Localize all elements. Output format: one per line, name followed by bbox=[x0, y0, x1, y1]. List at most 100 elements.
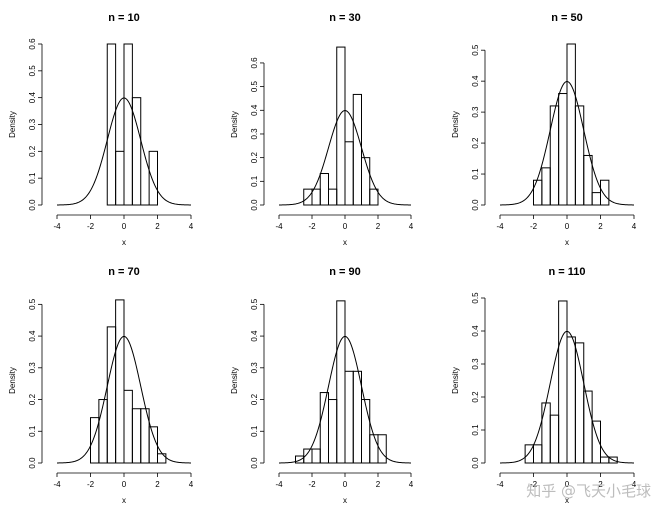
histogram-bar bbox=[566, 43, 576, 206]
x-tick-label: 4 bbox=[632, 480, 637, 489]
x-tick-label: -4 bbox=[53, 222, 61, 231]
y-tick-label: 0.5 bbox=[471, 292, 480, 304]
y-tick-label: 0.6 bbox=[250, 57, 259, 69]
histogram-bar bbox=[131, 97, 142, 206]
histogram-panel-2: n = 30 -4 -2 0 2 4 x 0.0 0.1 0.2 0.3 0.4 0.5 0.6 Densi… bbox=[230, 12, 414, 247]
y-tick-label: 0.1 bbox=[28, 172, 37, 184]
histogram-bar bbox=[558, 93, 568, 206]
panel-title: n = 10 bbox=[108, 12, 140, 24]
normal-density-curve bbox=[499, 330, 635, 464]
histogram-bar bbox=[541, 402, 551, 464]
x-tick-label: 0 bbox=[122, 480, 127, 489]
y-axis-label: Density bbox=[451, 367, 460, 394]
histogram-bar bbox=[295, 455, 305, 464]
histogram-panel-1: n = 10 -4 -2 0 2 4 x 0.0 0.1 0.2 0.3 0.4 0.5 0.6 Densi… bbox=[8, 12, 194, 247]
histogram-bar bbox=[583, 154, 593, 206]
y-tick-label: 0.4 bbox=[471, 325, 480, 337]
histogram-bar bbox=[533, 179, 543, 206]
histogram-bar bbox=[352, 370, 362, 464]
y-tick-label: 0.1 bbox=[250, 175, 259, 187]
x-axis-label: x bbox=[565, 238, 569, 247]
x-tick-label: -4 bbox=[496, 222, 504, 231]
x-tick-label: 0 bbox=[343, 480, 348, 489]
histogram-bar bbox=[591, 192, 601, 206]
x-tick-label: 2 bbox=[155, 480, 160, 489]
histogram-bar bbox=[608, 456, 618, 464]
histogram-bar bbox=[574, 105, 585, 206]
histogram-bar bbox=[98, 399, 108, 464]
y-tick-label: 0.4 bbox=[250, 330, 259, 342]
histogram-bar bbox=[369, 434, 379, 464]
y-tick-label: 0.0 bbox=[28, 457, 37, 469]
y-tick-label: 0.2 bbox=[250, 152, 259, 164]
y-axis-label: Density bbox=[451, 111, 460, 138]
normal-density-curve bbox=[499, 80, 635, 206]
histogram-bar bbox=[106, 326, 117, 464]
x-axis-label: x bbox=[122, 238, 126, 247]
y-tick-label: 0.1 bbox=[250, 425, 259, 437]
histogram-bar bbox=[123, 43, 133, 206]
y-tick-label: 0.2 bbox=[471, 137, 480, 149]
x-tick-label: 0 bbox=[343, 222, 348, 231]
x-tick-label: 4 bbox=[409, 222, 414, 231]
x-axis-label: x bbox=[343, 238, 347, 247]
histogram-bar bbox=[549, 105, 560, 206]
histogram-bar bbox=[131, 408, 142, 464]
y-tick-label: 0.5 bbox=[471, 44, 480, 56]
x-tick-label: 2 bbox=[598, 480, 603, 489]
watermark: 知乎 @飞天小毛球 bbox=[526, 482, 651, 500]
x-axis-label: x bbox=[122, 496, 126, 505]
histogram-bar bbox=[336, 46, 346, 206]
histogram-bar bbox=[361, 157, 371, 206]
y-tick-label: 0.6 bbox=[28, 38, 37, 50]
panel-title: n = 30 bbox=[329, 12, 361, 24]
histogram-bar bbox=[344, 141, 354, 206]
y-tick-label: 0.1 bbox=[28, 425, 37, 437]
x-tick-label: -2 bbox=[530, 222, 538, 231]
y-tick-label: 0.2 bbox=[471, 391, 480, 403]
y-tick-label: 0.1 bbox=[471, 168, 480, 180]
histogram-bar bbox=[90, 417, 100, 464]
normal-density-curve bbox=[278, 110, 412, 206]
panel-title: n = 50 bbox=[551, 12, 583, 24]
histogram-bar bbox=[533, 444, 543, 464]
y-tick-label: 0.3 bbox=[250, 362, 259, 374]
x-tick-label: 0 bbox=[565, 480, 570, 489]
normal-density-curve bbox=[57, 97, 191, 206]
x-axis-label: x bbox=[565, 496, 569, 505]
x-tick-label: 2 bbox=[376, 480, 381, 489]
histogram-bar bbox=[148, 426, 158, 464]
y-tick-label: 0.5 bbox=[250, 298, 259, 310]
histogram-panel-3: n = 50 -4 -2 0 2 4 x 0.0 0.1 0.2 0.3 0.4 0.5 Density bbox=[451, 12, 637, 247]
x-tick-label: -2 bbox=[530, 480, 538, 489]
histogram-bar bbox=[591, 420, 601, 464]
histogram-bar bbox=[311, 448, 321, 464]
histogram-bar bbox=[566, 336, 576, 464]
x-axis-label: x bbox=[343, 496, 347, 505]
histogram-bar bbox=[106, 43, 117, 206]
x-tick-label: -4 bbox=[53, 480, 61, 489]
y-axis-label: Density bbox=[230, 367, 239, 394]
histogram-bar bbox=[600, 456, 610, 464]
histogram-bar bbox=[574, 342, 585, 464]
y-tick-label: 0.4 bbox=[28, 92, 37, 104]
x-tick-label: -2 bbox=[87, 222, 95, 231]
y-tick-label: 0.4 bbox=[28, 330, 37, 342]
histogram-panel-5: n = 90 -4 -2 0 2 4 x 0.0 0.1 0.2 0.3 0.4 0.5 Density bbox=[230, 266, 414, 505]
y-tick-label: 0.0 bbox=[250, 199, 259, 211]
normal-density-curve bbox=[56, 335, 192, 464]
histogram-panel-6: n = 110 -4 -2 0 2 4 x 0.0 0.1 0.2 0.3 0.4 0.5 Density bbox=[451, 266, 637, 505]
y-tick-label: 0.2 bbox=[250, 393, 259, 405]
histogram-bar bbox=[115, 150, 125, 206]
histogram-bar bbox=[549, 414, 560, 464]
y-tick-label: 0.3 bbox=[28, 362, 37, 374]
x-tick-label: -2 bbox=[308, 480, 316, 489]
panel-title: n = 110 bbox=[548, 266, 585, 278]
histogram-bar bbox=[148, 150, 158, 206]
x-tick-label: 4 bbox=[189, 222, 194, 231]
x-tick-label: -4 bbox=[496, 480, 504, 489]
histogram-bar bbox=[336, 300, 346, 464]
y-tick-label: 0.5 bbox=[28, 298, 37, 310]
y-tick-label: 0.3 bbox=[471, 106, 480, 118]
